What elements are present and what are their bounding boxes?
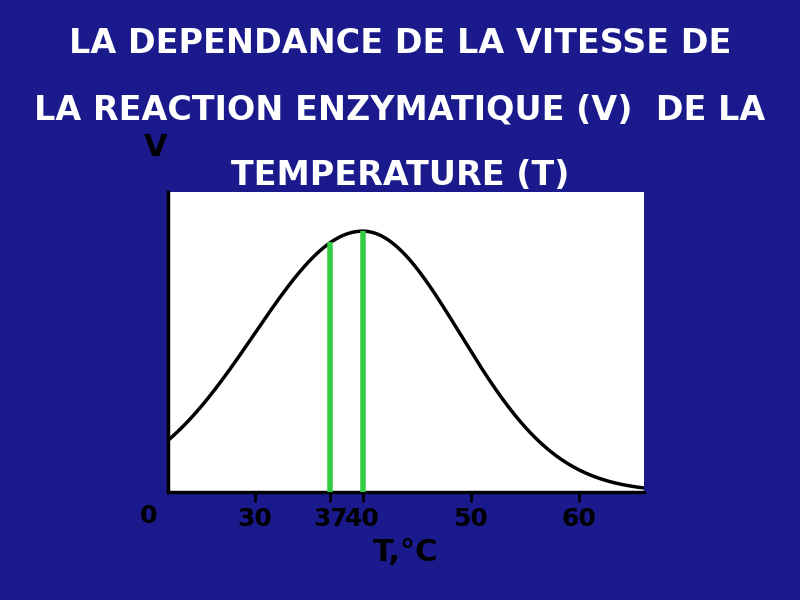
X-axis label: T,°C: T,°C [374,538,438,566]
Text: LA REACTION ENZYMATIQUE (V)  DE LA: LA REACTION ENZYMATIQUE (V) DE LA [34,93,766,126]
Text: V: V [144,133,168,162]
Text: LA DEPENDANCE DE LA VITESSE DE: LA DEPENDANCE DE LA VITESSE DE [69,27,731,60]
Text: 0: 0 [140,504,158,528]
Text: TEMPERATURE (T): TEMPERATURE (T) [231,159,569,192]
